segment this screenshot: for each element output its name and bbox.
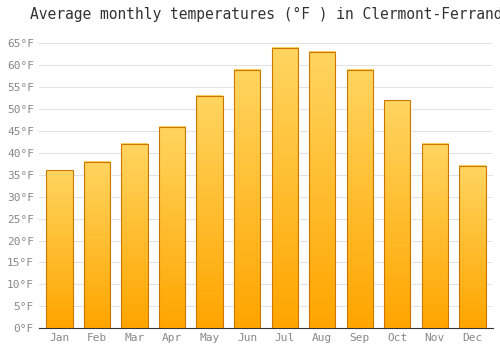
Bar [309, 52, 336, 328]
Bar [46, 170, 72, 328]
Bar [346, 70, 373, 328]
Title: Average monthly temperatures (°F ) in Clermont-Ferrand: Average monthly temperatures (°F ) in Cl… [30, 7, 500, 22]
Bar [384, 100, 410, 328]
Bar [122, 144, 148, 328]
Bar [196, 96, 223, 328]
Bar [272, 48, 298, 328]
Bar [159, 126, 185, 328]
Bar [234, 70, 260, 328]
Bar [460, 166, 485, 328]
Bar [422, 144, 448, 328]
Bar [84, 162, 110, 328]
